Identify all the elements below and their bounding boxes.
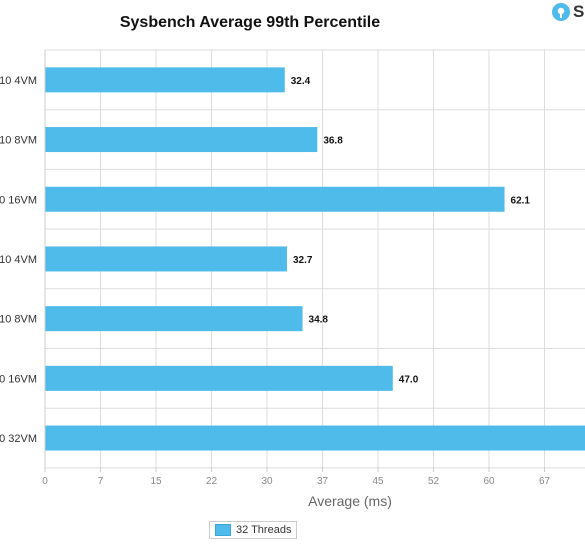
value-label: 62.1 [511,195,531,206]
value-label: 32.7 [293,255,313,266]
x-axis-title: Average (ms) [308,493,392,509]
x-tick-label: 30 [261,476,273,487]
bar [45,186,505,212]
x-tick-label: 7 [98,476,104,487]
bar [45,67,285,93]
category-label: 10 8VM [0,314,37,326]
x-tick-label: 0 [42,476,48,487]
logo: S [549,0,585,30]
category-label: 10 8VM [0,135,37,147]
x-tick-label: 45 [372,476,384,487]
value-label: 34.8 [309,315,329,326]
x-tick-label: 15 [150,476,162,487]
category-label: 10 4VM [0,75,37,87]
value-label: 36.8 [323,136,343,147]
legend[interactable]: 32 Threads [209,521,298,539]
chart-title: Sysbench Average 99th Percentile [119,14,381,31]
legend-swatch [215,524,231,536]
bar [45,306,303,332]
bar [45,246,287,272]
category-label: 10 4VM [0,254,37,266]
x-tick-label: 22 [206,476,218,487]
x-tick-label: 60 [483,476,495,487]
x-tick-label: 37 [317,476,329,487]
category-label: 0 16VM [0,373,37,385]
category-label: 0 32VM [0,433,37,445]
bar [45,365,393,391]
bar [45,425,585,451]
x-tick-label: 67 [539,476,551,487]
category-label: 0 16VM [0,194,37,206]
logo-text: S [573,2,585,21]
bar [45,127,318,153]
legend-label: 32 Threads [236,524,292,536]
stethoscope-logo-icon [552,3,570,21]
value-label: 32.4 [291,76,311,87]
value-label: 47.0 [399,374,419,385]
x-tick-label: 52 [428,476,440,487]
